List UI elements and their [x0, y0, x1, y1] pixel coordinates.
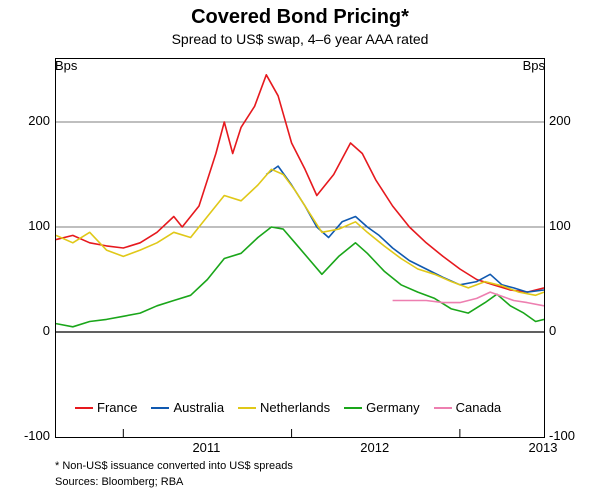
ytick-left: -100 — [5, 428, 50, 443]
ytick-right: 100 — [549, 218, 594, 233]
plot-svg — [56, 59, 544, 437]
series-france — [56, 75, 544, 292]
chart-container: Covered Bond Pricing* Spread to US$ swap… — [0, 0, 600, 502]
legend-item-germany: Germany — [344, 400, 419, 415]
footnote: * Non-US$ issuance converted into US$ sp… — [55, 460, 293, 472]
series-germany — [56, 227, 544, 327]
chart-subtitle: Spread to US$ swap, 4–6 year AAA rated — [0, 31, 600, 47]
legend-item-france: France — [75, 400, 137, 415]
legend-swatch — [151, 407, 169, 409]
legend-label: France — [97, 400, 137, 415]
ytick-left: 100 — [5, 218, 50, 233]
sources: Sources: Bloomberg; RBA — [55, 476, 183, 488]
legend-item-canada: Canada — [434, 400, 502, 415]
xtick: 2011 — [186, 440, 226, 455]
ytick-left: 200 — [5, 113, 50, 128]
legend-swatch — [434, 407, 452, 409]
legend-label: Germany — [366, 400, 419, 415]
ytick-right: 200 — [549, 113, 594, 128]
ytick-right: 0 — [549, 323, 594, 338]
legend-swatch — [75, 407, 93, 409]
ytick-left: 0 — [5, 323, 50, 338]
chart-title: Covered Bond Pricing* — [0, 0, 600, 29]
series-canada — [393, 292, 544, 306]
legend-swatch — [344, 407, 362, 409]
legend-label: Netherlands — [260, 400, 330, 415]
xtick: 2012 — [355, 440, 395, 455]
legend-item-netherlands: Netherlands — [238, 400, 330, 415]
legend-item-australia: Australia — [151, 400, 224, 415]
legend: France Australia Netherlands Germany Canada — [75, 400, 501, 415]
series-australia — [266, 166, 544, 292]
xtick: 2013 — [523, 440, 563, 455]
plot-area — [55, 58, 545, 438]
legend-swatch — [238, 407, 256, 409]
legend-label: Australia — [173, 400, 224, 415]
legend-label: Canada — [456, 400, 502, 415]
